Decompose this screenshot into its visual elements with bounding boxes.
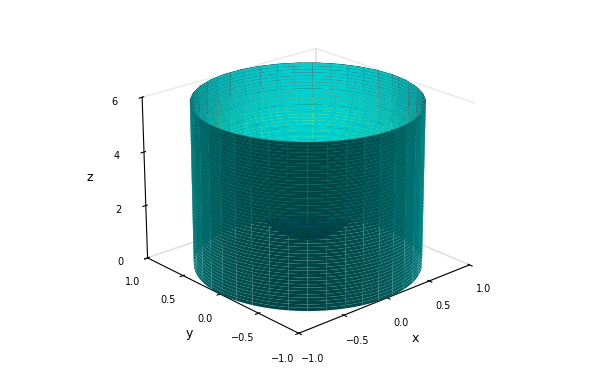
Y-axis label: y: y — [185, 327, 193, 340]
X-axis label: x: x — [411, 332, 419, 345]
